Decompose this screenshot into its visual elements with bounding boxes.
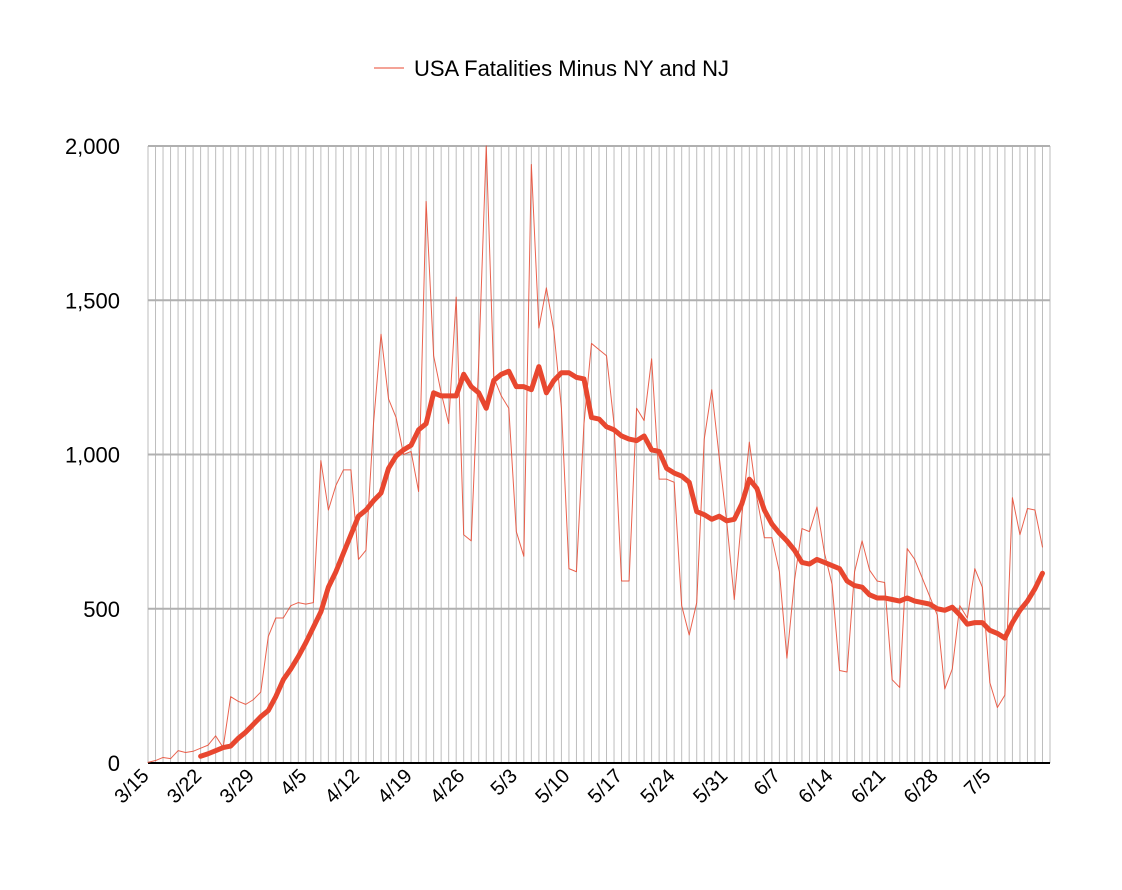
x-tick-label: 4/19 bbox=[374, 765, 417, 808]
grid bbox=[147, 145, 1051, 764]
x-tick-label: 5/31 bbox=[689, 765, 732, 808]
y-axis-ticks: 0 500 1,000 1,500 2,000 bbox=[65, 134, 120, 776]
x-tick-label: 3/29 bbox=[216, 765, 259, 808]
y-tick-label: 1,500 bbox=[65, 288, 120, 313]
x-tick-label: 7/5 bbox=[960, 765, 995, 800]
x-tick-label: 6/7 bbox=[750, 765, 785, 800]
y-tick-label: 2,000 bbox=[65, 134, 120, 159]
series-line-daily bbox=[147, 145, 1043, 763]
x-tick-label: 6/14 bbox=[794, 765, 837, 808]
legend: USA Fatalities Minus NY and NJ bbox=[374, 56, 729, 81]
x-tick-label: 5/3 bbox=[487, 765, 522, 800]
y-tick-label: 0 bbox=[108, 751, 120, 776]
x-axis-ticks: 3/15 3/22 3/29 4/5 4/12 4/19 4/26 5/3 5/10 5/17 5/… bbox=[110, 765, 995, 808]
x-tick-label: 4/12 bbox=[321, 765, 364, 808]
x-tick-label: 5/10 bbox=[531, 765, 574, 808]
y-tick-label: 1,000 bbox=[65, 443, 120, 468]
x-tick-label: 6/28 bbox=[900, 765, 943, 808]
series-group bbox=[147, 145, 1045, 763]
y-tick-label: 500 bbox=[83, 597, 120, 622]
series-line-7day-average bbox=[198, 364, 1045, 759]
x-tick-label: 4/26 bbox=[426, 765, 469, 808]
x-tick-label: 4/5 bbox=[276, 765, 311, 800]
x-tick-label: 5/17 bbox=[584, 765, 627, 808]
x-tick-label: 6/21 bbox=[847, 765, 890, 808]
x-tick-label: 5/24 bbox=[637, 765, 680, 808]
x-tick-label: 3/22 bbox=[163, 765, 206, 808]
legend-label: USA Fatalities Minus NY and NJ bbox=[414, 56, 729, 81]
